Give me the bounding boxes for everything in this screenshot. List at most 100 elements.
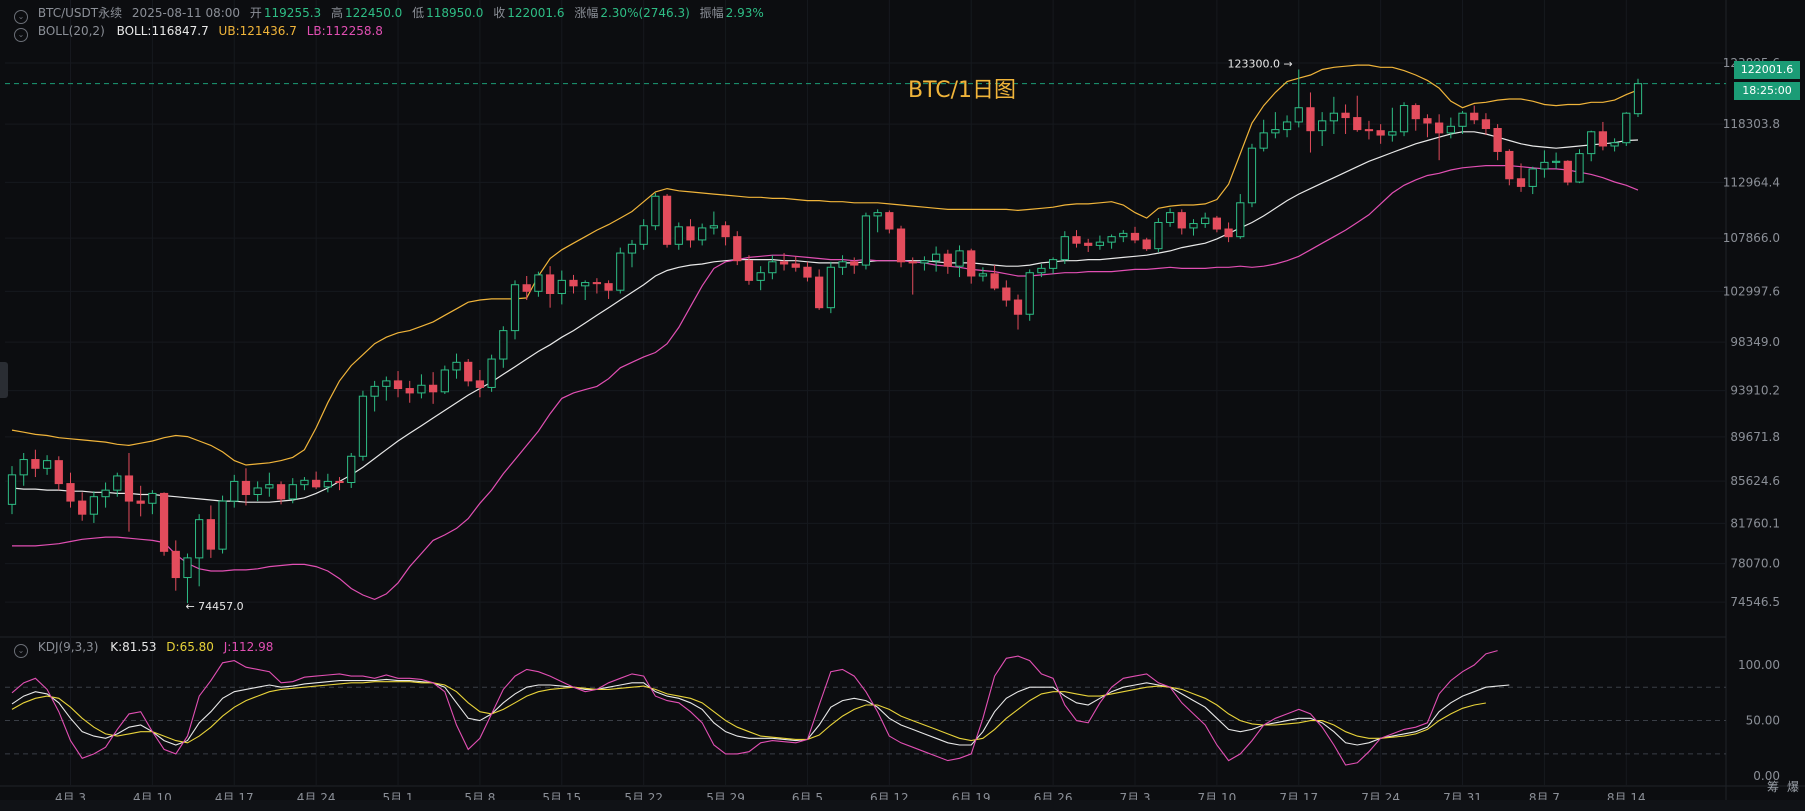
candle-up <box>1259 132 1268 149</box>
candle-up <box>218 500 227 550</box>
candle-down <box>908 261 917 264</box>
sidebar-toggle-handle[interactable] <box>0 362 8 398</box>
candle-down <box>31 459 40 469</box>
candle-down <box>206 519 215 550</box>
candle-down <box>1598 131 1608 147</box>
kdj-y-tick-label: 100.00 <box>1738 658 1780 672</box>
collapse-icon[interactable]: ⌄ <box>14 28 28 42</box>
candle-up <box>1388 131 1397 136</box>
boll-boll-line <box>11 131 1639 503</box>
candle-down <box>815 276 824 309</box>
candle-up <box>1528 168 1537 187</box>
candle-up <box>1318 120 1327 132</box>
kdj-k-line <box>11 678 1510 746</box>
candle-up <box>978 273 988 277</box>
kdj-y-tick-label: 50.00 <box>1746 714 1780 728</box>
candle-up <box>183 557 192 579</box>
y-tick-label: 81760.1 <box>1730 516 1780 530</box>
candle-down <box>967 250 976 277</box>
candle-up <box>370 385 379 397</box>
candle-down <box>241 480 251 496</box>
candle-down <box>1353 117 1362 131</box>
max-price-annotation: 123300.0 → <box>1228 58 1293 71</box>
y-tick-label: 89671.8 <box>1730 430 1780 444</box>
candle-up <box>358 395 368 457</box>
bottom-toolbar <box>0 800 1805 811</box>
candle-up <box>148 492 157 504</box>
countdown-tag: 18:25:00 <box>1734 82 1800 100</box>
candle-down <box>136 500 145 504</box>
candle-up <box>1154 221 1163 250</box>
candle-up <box>19 459 28 476</box>
candle-up <box>1575 153 1584 183</box>
y-tick-label: 74546.5 <box>1730 595 1780 609</box>
candle-down <box>276 484 286 500</box>
boll-name[interactable]: BOLL(20,2) <box>37 24 105 38</box>
candle-down <box>159 492 169 552</box>
candle-down <box>405 388 414 394</box>
candle-down <box>1411 105 1420 120</box>
candle-up <box>651 195 660 227</box>
y-tick-label: 118303.8 <box>1723 117 1780 131</box>
y-tick-label: 78070.0 <box>1730 557 1780 571</box>
candle-down <box>1423 118 1432 124</box>
boll-ub-line <box>11 64 1639 466</box>
candle-down <box>1376 130 1385 136</box>
candle-up <box>42 460 52 469</box>
candle-up <box>1587 131 1596 155</box>
candle-up <box>1201 217 1210 225</box>
candle-up <box>300 479 309 486</box>
collapse-icon[interactable]: ⌄ <box>14 644 28 658</box>
candle-down <box>885 212 894 230</box>
candle-up <box>627 243 637 254</box>
candle-up <box>861 215 871 266</box>
candle-down <box>1072 236 1081 244</box>
candle-up <box>253 487 262 496</box>
candle-up <box>1095 241 1105 246</box>
candle-up <box>323 480 332 488</box>
candle-up <box>581 282 590 287</box>
candle-down <box>896 228 906 263</box>
candle-down <box>1013 299 1023 315</box>
kdj-j-line <box>11 650 1498 766</box>
corner-label-chips[interactable]: 筹 <box>1767 780 1780 794</box>
y-tick-label: 85624.6 <box>1730 474 1780 488</box>
candle-up <box>113 475 122 491</box>
candle-down <box>54 460 63 485</box>
candle-down <box>733 236 742 262</box>
candle-up <box>1399 105 1409 133</box>
symbol-label[interactable]: BTC/USDT永续 <box>37 6 123 20</box>
candle-up <box>1189 223 1198 229</box>
candle-down <box>1212 217 1222 230</box>
kdj-j-value: J:112.98 <box>223 640 274 654</box>
candle-up <box>557 279 566 294</box>
candle-up <box>1282 121 1292 131</box>
candle-up <box>1119 232 1128 238</box>
kdj-k-value: K:81.53 <box>110 640 157 654</box>
corner-label-liquidation[interactable]: 爆 <box>1787 780 1800 794</box>
kdj-y-tick-label: 0.00 <box>1753 769 1780 783</box>
candle-up <box>1329 112 1338 122</box>
candle-up <box>7 474 17 505</box>
candle-up <box>756 272 765 281</box>
candle-down <box>393 380 403 390</box>
candle-down <box>1224 228 1233 238</box>
candle-up <box>230 480 239 502</box>
candle-up <box>195 519 204 559</box>
boll-lb-line <box>12 165 1639 601</box>
current-price-tag: 122001.6 <box>1734 61 1800 79</box>
candle-up <box>288 484 297 500</box>
candle-up <box>616 252 625 291</box>
kdj-name[interactable]: KDJ(9,3,3) <box>37 640 99 654</box>
chart-watermark: BTC/1日图 <box>908 78 1017 103</box>
kdj-d-line <box>11 681 1486 744</box>
boll-lower-value: LB:112258.8 <box>306 24 383 38</box>
candle-down <box>1306 107 1315 132</box>
candle-up <box>1037 267 1046 274</box>
candle-up <box>639 225 648 245</box>
collapse-icon[interactable]: ⌄ <box>14 10 28 24</box>
candle-up <box>487 358 496 388</box>
candle-up <box>101 489 110 498</box>
